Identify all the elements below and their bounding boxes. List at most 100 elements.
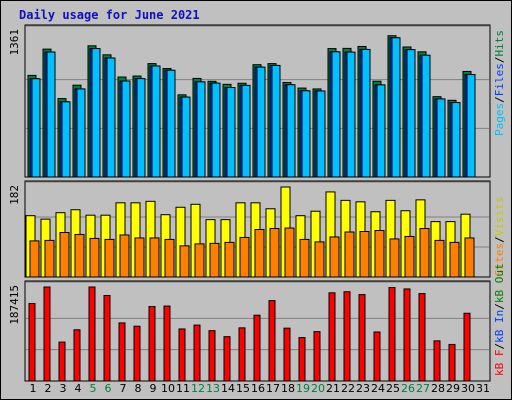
pages-bar — [271, 64, 281, 178]
sites-bar — [269, 228, 280, 278]
pages-bar — [166, 69, 176, 178]
legend-kbin: kB In — [493, 310, 506, 343]
day-label: 14 — [221, 382, 235, 395]
kbf-bar — [73, 329, 81, 382]
pages-bar — [76, 88, 86, 178]
kbf-bar — [133, 325, 141, 382]
kbf-bar — [178, 328, 186, 382]
day-label: 28 — [431, 382, 445, 395]
kbf-bar — [43, 286, 51, 382]
day-label: 30 — [461, 382, 475, 395]
sites-bar — [239, 236, 250, 278]
sites-bar — [179, 245, 190, 278]
kbf-bar — [283, 327, 291, 382]
pages-bar — [91, 48, 101, 178]
day-label: 16 — [251, 382, 265, 395]
sites-bar — [374, 230, 385, 278]
pages-bar — [136, 78, 146, 178]
day-label: 31 — [476, 382, 490, 395]
sites-bar — [119, 234, 130, 278]
kbf-bar — [463, 312, 471, 382]
legend-pages: Pages — [493, 103, 506, 136]
day-labels: 1 2 3 4 5 6 7 8 9 10 11 12 13 14 15 16 17 18 19 20 21 22 23 24 2… — [30, 382, 491, 395]
day-label: 27 — [416, 382, 430, 395]
sites-bar — [224, 241, 235, 278]
sites-bar — [194, 243, 205, 278]
legend-files: Files — [493, 63, 506, 96]
kbf-bar — [148, 306, 156, 382]
kbf-bar — [328, 292, 336, 382]
kbf-bar — [253, 314, 261, 382]
pages-bar — [346, 51, 356, 178]
pages-bar — [241, 84, 251, 178]
sites-bar — [104, 238, 115, 278]
day-label: 11 — [176, 382, 190, 395]
pages-bar — [106, 57, 116, 178]
sites-bar — [299, 238, 310, 278]
kbf-bar — [88, 286, 96, 382]
kbf-bar — [388, 287, 396, 382]
legend-kbout: kB Out — [493, 263, 506, 303]
kbf-bar — [418, 293, 426, 382]
sites-bar — [419, 228, 430, 278]
legend-hits: Hits — [493, 30, 506, 57]
pages-bar — [376, 84, 386, 178]
day-label: 22 — [341, 382, 355, 395]
sites-bar — [164, 238, 175, 278]
kbf-bar — [163, 305, 171, 382]
kbf-bar — [238, 327, 246, 382]
day-label: 13 — [206, 382, 220, 395]
kbf-bar — [193, 324, 201, 382]
pages-bar — [466, 74, 476, 178]
sites-bar — [134, 237, 145, 278]
kbf-bar — [358, 294, 366, 382]
sites-bar — [29, 240, 40, 278]
sites-bar — [344, 231, 355, 278]
y-axis-max-label: 1361 — [8, 29, 21, 56]
pages-bar — [256, 66, 266, 178]
pages-bar — [436, 98, 446, 178]
pages-bar — [406, 49, 416, 178]
sites-bar — [329, 236, 340, 278]
pages-bar — [361, 48, 371, 178]
pages-bar — [451, 102, 461, 178]
kbf-bar — [343, 291, 351, 382]
pages-bar — [31, 78, 41, 178]
kbf-bar — [313, 331, 321, 382]
day-label: 5 — [90, 382, 97, 395]
sites-bar — [74, 233, 85, 278]
sites-bar — [449, 241, 460, 278]
kbf-bar — [298, 337, 306, 382]
day-label: 10 — [161, 382, 175, 395]
panels: 1361 182 187415 — [8, 24, 491, 382]
kbf-bar — [28, 303, 36, 382]
day-label: 6 — [105, 382, 112, 395]
kbf-bar — [58, 341, 66, 382]
day-label: 2 — [45, 382, 52, 395]
pages-bar — [391, 37, 401, 178]
y-axis-max-label: 187415 — [8, 285, 21, 325]
day-label: 26 — [401, 382, 415, 395]
day-label: 3 — [60, 382, 67, 395]
legend-sep: / — [493, 96, 506, 103]
day-label: 19 — [296, 382, 310, 395]
kbf-series-group — [28, 286, 471, 382]
pages-bar — [121, 80, 131, 178]
pages-bar — [226, 87, 236, 178]
visits-series-group — [25, 186, 475, 278]
kbf-bar — [448, 343, 456, 382]
series-legend: Sites/Visits — [493, 197, 506, 277]
series-legend: Pages/Files/Hits — [493, 30, 506, 136]
pages-bar — [301, 90, 311, 178]
y-axis-max-label: 182 — [8, 185, 21, 205]
kbf-bar — [223, 336, 231, 382]
chart-title: Daily usage for June 2021 — [19, 8, 200, 22]
kbf-bar — [268, 300, 276, 382]
pages-bar — [286, 84, 296, 178]
day-label: 9 — [150, 382, 157, 395]
pages-bar — [211, 82, 221, 178]
day-label: 4 — [75, 382, 82, 395]
pages-bar — [196, 81, 206, 178]
